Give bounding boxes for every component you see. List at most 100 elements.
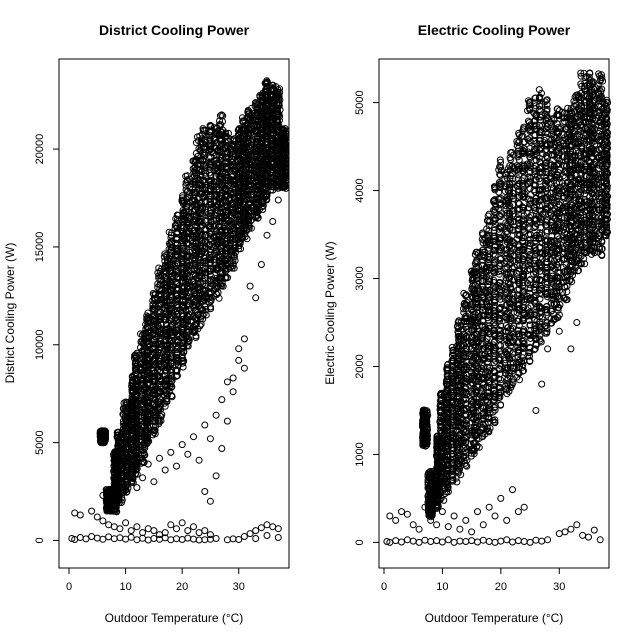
data-point (198, 217, 206, 225)
data-point (149, 426, 157, 434)
data-point (149, 422, 157, 430)
y-tick-label: 20000 (34, 134, 46, 165)
x-tick-label: 20 (176, 581, 188, 593)
data-point (167, 378, 175, 386)
district-cooling-panel: District Cooling Power 05000100001500020… (3, 22, 290, 625)
data-point (112, 504, 119, 512)
data-point (131, 470, 139, 478)
data-point (192, 200, 200, 208)
data-point (130, 460, 138, 468)
data-point (172, 244, 179, 252)
data-point (149, 409, 157, 417)
data-point (143, 348, 151, 356)
y-tick-label: 0 (354, 539, 366, 545)
data-point (198, 231, 206, 239)
data-point (199, 160, 207, 168)
data-point (162, 375, 170, 383)
y-tick-label: 2000 (354, 354, 366, 378)
data-point (161, 310, 169, 318)
data-point (98, 427, 106, 435)
data-point (142, 410, 150, 418)
data-point (113, 463, 121, 471)
x-tick-label: 0 (66, 581, 72, 593)
data-point (150, 291, 158, 299)
data-point (198, 139, 206, 147)
data-point (185, 336, 193, 344)
district-chart-title: District Cooling Power (99, 22, 250, 38)
data-point (149, 340, 157, 348)
data-point (205, 267, 213, 275)
data-point (171, 262, 179, 270)
data-point (161, 402, 169, 410)
data-point (156, 387, 164, 395)
data-point (168, 392, 175, 400)
data-point (199, 269, 206, 277)
data-point (132, 391, 140, 399)
data-point (130, 396, 138, 404)
data-point (171, 271, 179, 279)
data-point (138, 445, 146, 453)
data-point (138, 454, 146, 462)
district-points (68, 77, 290, 544)
data-point (185, 278, 193, 286)
data-point (130, 371, 138, 379)
data-point (114, 488, 122, 496)
data-point (143, 323, 151, 331)
data-point (199, 259, 207, 267)
y-tick-label: 10000 (34, 329, 46, 360)
x-tick-label: 10 (119, 581, 131, 593)
data-point (131, 462, 139, 470)
data-point (171, 251, 179, 259)
data-point (160, 399, 168, 407)
data-point (205, 147, 213, 154)
data-point (130, 400, 138, 408)
data-point (199, 126, 207, 134)
data-point (178, 354, 186, 362)
data-point (198, 298, 206, 306)
data-point (144, 340, 152, 348)
data-point (156, 398, 164, 406)
y-tick-label: 3000 (354, 266, 366, 290)
data-point (149, 389, 157, 397)
data-point (183, 202, 191, 210)
data-point (114, 443, 122, 451)
data-point (205, 298, 213, 306)
data-point (166, 336, 174, 344)
data-point (183, 301, 191, 309)
data-point (192, 261, 200, 268)
y-tick-label: 15000 (34, 232, 46, 263)
data-point (132, 366, 140, 374)
data-point (185, 293, 193, 301)
data-point (130, 354, 138, 362)
data-point (185, 252, 193, 260)
data-point (198, 131, 206, 138)
y-tick-label: 1000 (354, 442, 366, 466)
data-point (161, 295, 169, 303)
data-point (113, 508, 120, 516)
data-point (132, 405, 140, 413)
data-point (206, 122, 214, 129)
data-point (172, 308, 180, 316)
data-point (133, 460, 141, 468)
district-x-axis-label: Outdoor Temperature (°C) (105, 611, 244, 625)
data-point (158, 411, 166, 419)
data-point (166, 313, 174, 321)
data-point (199, 307, 207, 315)
data-point (157, 343, 165, 351)
data-point (199, 192, 207, 200)
data-point (161, 337, 169, 345)
district-plot-frame (58, 58, 290, 569)
data-point (198, 167, 206, 175)
data-point (171, 225, 179, 232)
district-y-axis-label: District Cooling Power (W) (3, 243, 17, 384)
electric-chart-title: Electric Cooling Power (418, 22, 571, 38)
data-point (150, 324, 158, 331)
data-point (131, 414, 139, 422)
data-point (172, 296, 180, 304)
data-point (161, 388, 169, 396)
data-point (199, 149, 207, 157)
data-point (143, 434, 151, 442)
data-point (142, 384, 150, 392)
data-point (150, 418, 158, 426)
